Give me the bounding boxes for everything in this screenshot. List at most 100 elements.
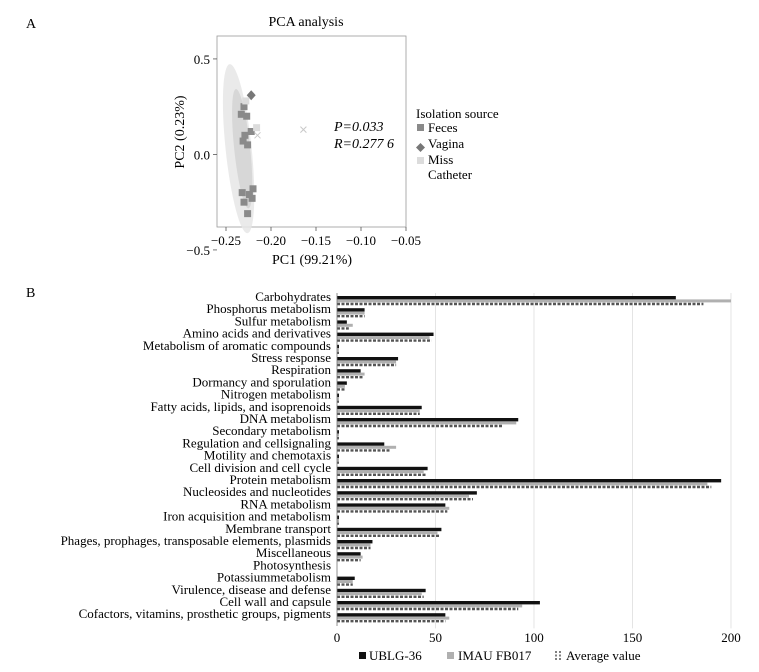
bar-imau-fb017 — [337, 348, 339, 352]
bar-imau-fb017 — [337, 311, 365, 315]
bar-imau-fb017 — [337, 409, 420, 413]
bar-ublg36 — [337, 308, 365, 312]
pca-point-feces-4 — [239, 137, 247, 145]
bar-ublg36 — [337, 430, 339, 434]
bar-gridlines — [435, 293, 732, 629]
bar-imau-fb017 — [337, 384, 345, 388]
bar-imau-fb017 — [337, 494, 469, 498]
pca-x-tick-label: −0.20 — [256, 233, 286, 248]
bar-ublg36 — [337, 613, 446, 617]
bar-imau-fb017 — [337, 299, 731, 303]
pca-y-axis-label: PC2 (0.23%) — [173, 95, 188, 168]
bar-category-label: Miscellaneous — [256, 545, 331, 560]
pca-legend-item-feces: Feces — [428, 120, 458, 135]
pca-y-ticks: 0.5 0.0 −0.5 — [186, 52, 217, 258]
bar-ublg36 — [337, 515, 339, 519]
bar-x-tick-label: 200 — [721, 630, 741, 645]
bar-category-label: Motility and chemotaxis — [204, 448, 331, 463]
bar-category-label: Carbohydrates — [255, 289, 331, 304]
bar-category-label: Phosphorus metabolism — [206, 301, 331, 316]
confidence-ellipse-inner — [232, 89, 253, 209]
pca-point-feces-11 — [248, 194, 256, 202]
pca-point-feces-3 — [241, 131, 249, 139]
bar-ublg36 — [337, 320, 347, 324]
bar-imau-fb017 — [337, 519, 339, 522]
bar-category-label: Protein metabolism — [230, 472, 331, 487]
bar-category-label: Photosynthesis — [253, 557, 331, 572]
bar-ublg36 — [337, 601, 540, 605]
bar-imau-fb017 — [337, 458, 339, 461]
pca-point-feces-7 — [249, 185, 257, 193]
bar-legend: UBLG-36 IMAU FB017 Average value — [359, 648, 641, 663]
bar-category-label: Nucleosides and nucleotides — [183, 484, 331, 499]
legend-square-icon-feces — [417, 124, 424, 131]
pca-x-tick-label: −0.25 — [211, 233, 241, 248]
bar-category-label: Metabolism of aromatic compounds — [143, 338, 331, 353]
panel-b-label: B — [26, 286, 35, 301]
bar-legend-item-average: Average value — [566, 648, 641, 663]
bar-imau-fb017 — [337, 372, 365, 376]
bar-category-label: Iron acquisition and metabolism — [163, 509, 331, 524]
pca-point-miss-0 — [242, 97, 250, 105]
pca-point-catheter-1 — [254, 131, 261, 139]
bar-imau-fb017 — [337, 360, 397, 364]
bar-category-label: Virulence, disease and defense — [172, 582, 332, 597]
bar-ublg36 — [337, 357, 399, 361]
pca-x-axis-label: PC1 (99.21%) — [272, 253, 352, 268]
bar-imau-fb017 — [337, 445, 397, 449]
pca-point-feces-6 — [247, 128, 255, 135]
bar-ublg36 — [337, 527, 442, 532]
bar-marks — [337, 296, 731, 623]
bar-x-tick-label: 50 — [429, 630, 442, 645]
pca-point-feces-0 — [240, 103, 248, 111]
bar-x-tick-label: 150 — [623, 630, 643, 645]
pca-point-miss-1 — [253, 124, 261, 132]
pca-x-tick-label: −0.15 — [301, 233, 331, 248]
bar-x-tick-label: 0 — [334, 630, 341, 645]
bar-ublg36 — [337, 381, 347, 385]
bar-category-label: Cell wall and capsule — [219, 594, 331, 609]
pca-legend-item-catheter: Catheter — [428, 167, 473, 182]
bar-ublg36 — [337, 344, 339, 349]
bar-ublg36 — [337, 405, 422, 410]
bar-category-label: Secondary metabolism — [212, 423, 331, 438]
bar-imau-fb017 — [337, 470, 424, 474]
pca-point-catheter-0 — [300, 126, 307, 133]
pca-confidence-ellipses — [222, 64, 255, 234]
legend-swatch-average — [555, 651, 561, 660]
bar-imau-fb017 — [337, 482, 708, 486]
pca-point-feces-5 — [244, 141, 252, 149]
bar-imau-fb017 — [337, 336, 430, 339]
pca-point-feces-9 — [244, 210, 252, 218]
legend-square-icon-miss — [417, 157, 424, 164]
legend-swatch-imau — [447, 652, 454, 659]
pca-title: PCA analysis — [268, 15, 343, 30]
pca-legend-title: Isolation source — [416, 106, 499, 121]
bar-ublg36 — [337, 418, 519, 422]
pca-r-value: R=0.277 6 — [333, 137, 394, 152]
bar-imau-fb017 — [337, 531, 438, 535]
bar-category-label: Sulfur metabolism — [235, 313, 331, 328]
bar-category-label: DNA metabolism — [240, 411, 331, 426]
panel-a-label: A — [26, 17, 37, 32]
bar-category-label: RNA metabolism — [240, 496, 331, 511]
bar-imau-fb017 — [337, 421, 517, 425]
pca-y-tick-label: 0.0 — [194, 147, 210, 162]
bar-legend-item-imau: IMAU FB017 — [458, 648, 532, 663]
bar-ublg36 — [337, 479, 722, 483]
bar-ublg36 — [337, 454, 339, 458]
pca-x-ticks: −0.25 −0.20 −0.15 −0.10 −0.05 — [211, 227, 421, 248]
bar-ublg36 — [337, 503, 446, 507]
bar-imau-fb017 — [337, 555, 363, 559]
bar-ublg36 — [337, 576, 355, 580]
pca-point-feces-1 — [243, 112, 251, 120]
bar-category-label: Cell division and cell cycle — [189, 460, 331, 475]
bar-category-label: Phages, prophages, transposable elements… — [61, 533, 331, 548]
bar-category-label: Fatty acids, lipids, and isoprenoids — [150, 399, 331, 414]
bar-ublg36 — [337, 332, 434, 336]
bar-imau-fb017 — [337, 580, 353, 583]
bar-imau-fb017 — [337, 604, 523, 608]
bar-ublg36 — [337, 369, 361, 373]
